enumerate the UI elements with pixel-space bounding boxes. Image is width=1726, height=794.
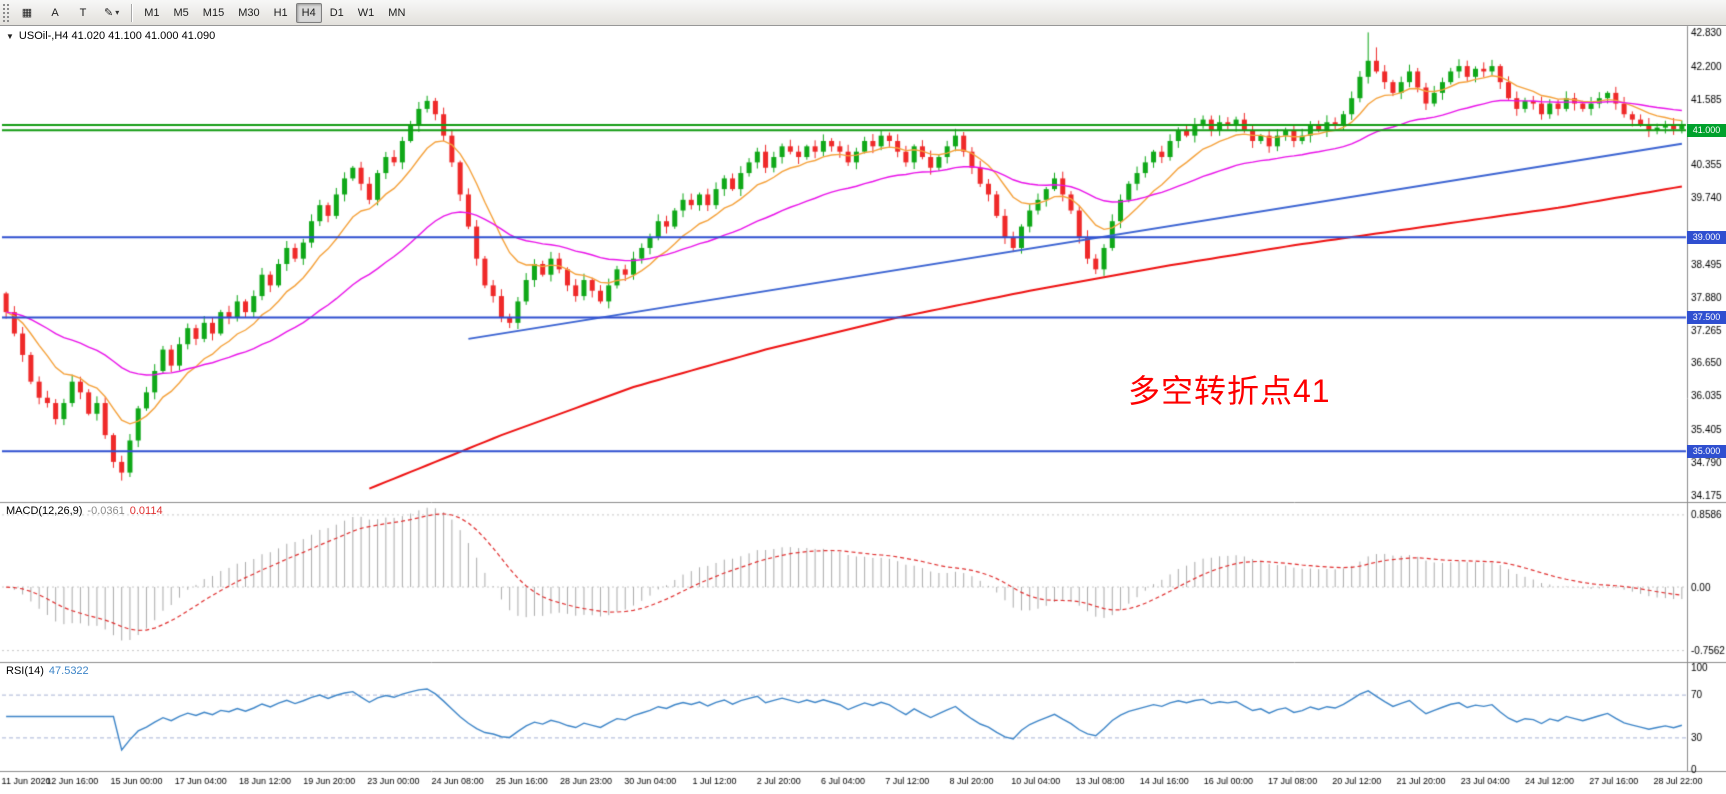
timeframe-m15-button[interactable]: M15 xyxy=(202,6,225,19)
timeframe-m30-button[interactable]: M30 xyxy=(238,6,260,19)
rsi-label: RSI(14) xyxy=(6,665,44,677)
timeframe-mn-button[interactable]: MN xyxy=(388,6,406,19)
timeframe-h4-button[interactable]: H4 xyxy=(295,2,322,23)
timeframe-m1-button[interactable]: M1 xyxy=(144,6,160,19)
chart-menu-icon[interactable]: ▼ xyxy=(6,31,14,41)
timeframe-h1-button[interactable]: H1 xyxy=(273,6,288,19)
macd-value-main: -0.0361 xyxy=(87,505,125,517)
drawing-tools-dropdown[interactable]: ✎ ▾ xyxy=(98,3,125,23)
timeframe-m5-button[interactable]: M5 xyxy=(173,6,189,19)
text-tool-button[interactable]: T xyxy=(79,6,87,19)
timeframe-d1-button[interactable]: D1 xyxy=(329,6,344,19)
timeframe-w1-button[interactable]: W1 xyxy=(357,6,375,19)
chart-grid-icon[interactable]: ▦ xyxy=(21,7,33,19)
price-axis[interactable] xyxy=(1687,26,1726,771)
rsi-value: 47.5322 xyxy=(48,665,89,677)
macd-label: MACD(12,26,9) xyxy=(6,505,83,517)
chevron-down-icon: ▾ xyxy=(115,8,120,17)
macd-panel[interactable] xyxy=(0,502,1686,662)
price-level-badge: 35.000 xyxy=(1687,444,1726,458)
time-axis[interactable] xyxy=(0,771,1726,794)
text-label-tool-button[interactable]: A xyxy=(51,6,59,19)
symbol-ohlc-label: USOil-,H4 41.020 41.100 41.000 41.090 xyxy=(18,30,216,42)
chart-annotation-text[interactable]: 多空转折点41 xyxy=(1128,373,1331,409)
rsi-panel[interactable] xyxy=(0,662,1686,771)
macd-header: MACD(12,26,9) -0.0361 0.0114 xyxy=(6,505,163,517)
price-level-badge: 39.000 xyxy=(1687,230,1726,244)
toolbar: ▦ A T ✎ ▾ M1 M5 M15 M30 H1 H4 D1 W1 MN xyxy=(0,0,1726,26)
macd-value-signal: 0.0114 xyxy=(129,505,163,517)
toolbar-grip[interactable] xyxy=(3,3,9,22)
chart-title: ▼ USOil-,H4 41.020 41.100 41.000 41.090 xyxy=(6,30,215,42)
price-level-badge: 41.000 xyxy=(1687,123,1726,137)
rsi-header: RSI(14) 47.5322 xyxy=(6,665,89,677)
pencil-icon: ✎ xyxy=(104,7,114,19)
price-level-badge: 37.500 xyxy=(1687,310,1726,324)
main-chart-panel[interactable] xyxy=(0,26,1686,502)
toolbar-separator xyxy=(131,3,133,22)
